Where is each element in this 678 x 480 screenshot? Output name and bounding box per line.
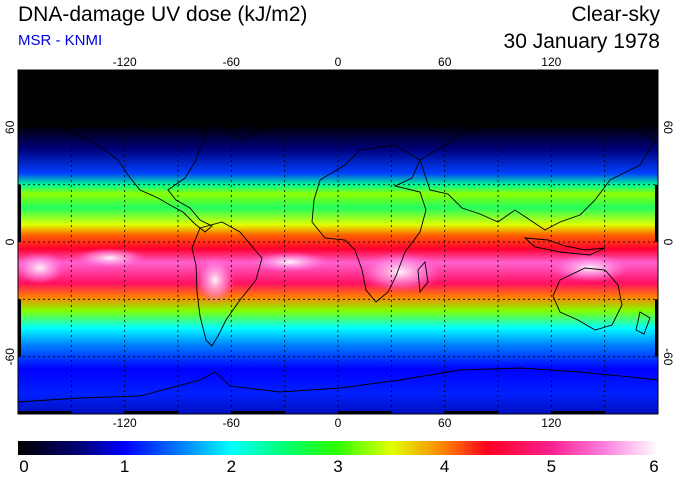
uv-dose-map: -120 -60 0 60 120 -120 -60 0 60 120 60 0… [3, 55, 675, 430]
lon-tick-label: 0 [335, 55, 342, 69]
lon-tick-labels-top: -120 -60 0 60 120 [113, 55, 562, 69]
australia-coast [552, 267, 623, 331]
colorbar-tick-label: 4 [439, 457, 450, 476]
coastlines [18, 75, 658, 403]
lat-tick-label: 60 [661, 121, 675, 135]
gridlines [18, 70, 658, 414]
lon-tick-label: 60 [438, 55, 452, 69]
south-america-coast [191, 221, 263, 347]
lat-tick-labels-left: 60 0 -60 [3, 120, 17, 365]
madagascar-coast [417, 260, 429, 294]
lat-tick-label: 60 [3, 120, 17, 134]
colorbar-tick-label: 6 [649, 457, 659, 476]
colorbar-tick-label: 3 [333, 457, 343, 476]
lon-tick-label: -60 [223, 55, 241, 69]
lat-tick-label: 0 [661, 239, 675, 246]
lon-tick-label: -120 [113, 416, 137, 430]
new-zealand-coast [635, 311, 651, 335]
lat-tick-label: -60 [661, 348, 675, 366]
asia-coast [419, 117, 656, 231]
date-label: 30 January 1978 [503, 30, 660, 53]
lon-tick-label: 120 [541, 416, 561, 430]
high-dose-region [18, 252, 66, 284]
high-dose-region [250, 252, 330, 272]
map-title: DNA-damage UV dose (kJ/m2) [18, 3, 308, 26]
europe-africa-coast [311, 144, 427, 303]
lon-tick-label: -60 [223, 416, 241, 430]
colorbar-tick-label: 2 [226, 457, 237, 476]
high-dose-region [74, 248, 146, 268]
lon-tick-labels-bottom: -120 -60 0 60 120 [113, 416, 562, 430]
antarctica-coast [18, 367, 658, 403]
north-america-coast [39, 91, 213, 233]
colorbar-tick-label: 0 [19, 457, 29, 476]
greenland-coast [214, 75, 286, 141]
sky-condition-label: Clear-sky [571, 3, 660, 26]
lat-tick-label: 0 [3, 238, 17, 245]
lon-tick-label: -120 [113, 55, 137, 69]
colorbar-tick-label: 5 [546, 457, 557, 476]
lon-tick-label: 0 [335, 416, 342, 430]
colorbar [18, 441, 658, 455]
map-frame [17, 69, 659, 415]
source-label: MSR - KNMI [18, 32, 103, 49]
lon-tick-label: 120 [541, 55, 561, 69]
lat-tick-labels-right: 60 0 -60 [661, 121, 675, 366]
lon-tick-label: 60 [438, 416, 452, 430]
high-dose-region [550, 254, 630, 282]
lat-tick-label: -60 [3, 348, 17, 366]
high-dose-region [195, 256, 235, 304]
colorbar-tick-label: 1 [119, 457, 130, 476]
high-dose-region [358, 252, 442, 292]
